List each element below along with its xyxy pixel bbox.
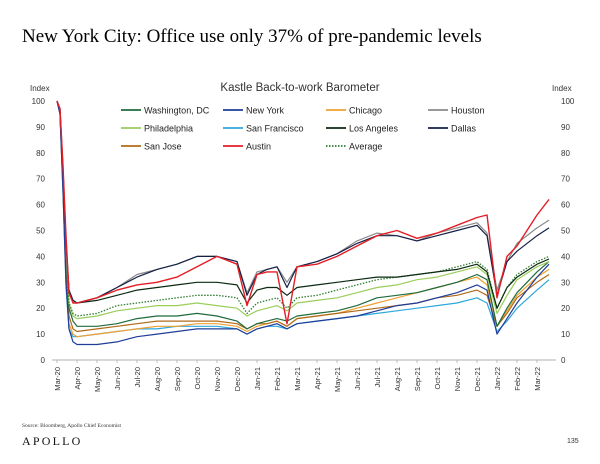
y-tick-right-5: 50 (561, 227, 570, 236)
legend-label-7: Dallas (451, 124, 477, 134)
y-tick-right-10: 100 (561, 97, 575, 106)
x-tick-label-14: May-21 (333, 367, 342, 392)
x-tick-label-2: May-20 (93, 367, 102, 392)
y-tick-left-8: 80 (36, 149, 45, 158)
x-tick-label-12: Mar-21 (293, 367, 302, 391)
left-axis-label: Index (30, 84, 50, 93)
kastle-chart: Kastle Back-to-work Barometer Index Inde… (30, 82, 575, 392)
x-tick-label-3: Jun-20 (113, 367, 122, 390)
right-axis-label: Index (552, 84, 572, 93)
right-tick-labels: 0 10 20 30 40 50 60 70 80 90 100 (561, 97, 575, 365)
series-lines (56, 100, 550, 346)
x-tick-label-6: Sep-20 (173, 367, 182, 391)
legend-label-6: Los Angeles (349, 124, 399, 134)
source-note: Source: Bloomberg, Apollo Chief Economis… (22, 423, 122, 429)
x-tick-label-17: Aug-21 (393, 367, 402, 391)
y-tick-right-2: 20 (561, 304, 570, 313)
x-tick-label-15: Jun-21 (353, 367, 362, 390)
series-line-new-york (56, 100, 550, 346)
legend-label-9: Austin (246, 142, 271, 152)
x-tick-label-20: Nov-21 (453, 367, 462, 391)
x-tick-label-11: Feb-21 (273, 367, 282, 391)
series-line-washington-dc (56, 100, 550, 330)
x-tick-label-24: Mar-22 (533, 367, 542, 391)
legend-label-3: Houston (451, 106, 485, 116)
x-tick-label-21: Dec-21 (473, 367, 482, 391)
x-tick-label-16: Jul-21 (373, 367, 382, 387)
x-tick-label-10: Jan-21 (253, 367, 262, 390)
y-tick-left-4: 40 (36, 252, 45, 261)
y-tick-right-4: 40 (561, 252, 570, 261)
x-tick-label-23: Feb-22 (513, 367, 522, 391)
y-tick-left-10: 100 (32, 97, 46, 106)
x-tick-label-0: Mar-20 (53, 367, 62, 391)
y-tick-right-3: 30 (561, 278, 570, 287)
series-line-san-jose (56, 100, 550, 333)
y-tick-right-7: 70 (561, 175, 570, 184)
series-line-philadelphia (56, 100, 550, 320)
legend-label-8: San Jose (144, 142, 182, 152)
x-tick-label-19: Oct-21 (433, 367, 442, 390)
y-tick-left-2: 20 (36, 304, 45, 313)
x-tick-labels: Mar-20 Apr-20 May-20 Jun-20 Jul-20 Aug-20 Sep-… (53, 360, 542, 392)
legend-label-4: Philadelphia (144, 124, 193, 134)
legend-label-10: Average (349, 142, 382, 152)
y-tick-left-5: 50 (36, 227, 45, 236)
left-tick-labels: 0 10 20 30 40 50 60 70 80 90 100 (32, 97, 46, 365)
x-tick-label-1: Apr-20 (73, 367, 82, 390)
y-tick-left-3: 30 (36, 278, 45, 287)
chart-title: Kastle Back-to-work Barometer (220, 82, 379, 94)
y-tick-right-1: 10 (561, 330, 570, 339)
series-line-average (56, 100, 550, 317)
x-tick-label-8: Nov-20 (213, 367, 222, 391)
page-number: 135 (567, 438, 579, 445)
legend-label-0: Washington, DC (144, 106, 210, 116)
series-line-austin (56, 100, 550, 325)
x-tick-label-9: Dec-20 (233, 367, 242, 391)
x-tick-label-5: Aug-20 (153, 367, 162, 391)
legend-label-5: San Francisco (246, 124, 304, 134)
apollo-logo: APOLLO (22, 434, 83, 448)
y-tick-left-6: 60 (36, 201, 45, 210)
slide-title: New York City: Office use only 37% of pr… (22, 26, 482, 47)
legend-label-2: Chicago (349, 106, 382, 116)
y-tick-right-9: 90 (561, 123, 570, 132)
x-tick-label-22: Jan-22 (493, 367, 502, 390)
y-tick-left-9: 90 (36, 123, 45, 132)
x-tick-label-18: Sep-21 (413, 367, 422, 391)
y-tick-right-0: 0 (561, 356, 566, 365)
x-tick-label-4: Jul-20 (133, 367, 142, 387)
y-tick-right-6: 60 (561, 201, 570, 210)
legend: Washington, DC New York Chicago Houston Phil… (121, 106, 485, 152)
legend-label-1: New York (246, 106, 285, 116)
y-tick-right-8: 80 (561, 149, 570, 158)
x-tick-label-7: Oct-20 (193, 367, 202, 390)
y-tick-left-0: 0 (41, 356, 46, 365)
y-tick-left-1: 10 (36, 330, 45, 339)
x-tick-label-13: Apr-21 (313, 367, 322, 390)
y-tick-left-7: 70 (36, 175, 45, 184)
